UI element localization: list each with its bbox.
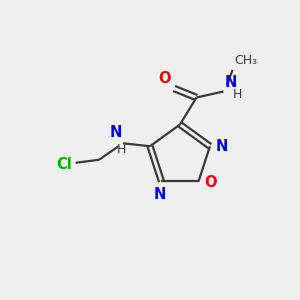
- Text: N: N: [154, 187, 166, 202]
- Text: N: N: [225, 75, 237, 90]
- Text: CH₃: CH₃: [234, 55, 257, 68]
- Text: N: N: [109, 125, 122, 140]
- Text: H: H: [232, 88, 242, 101]
- Text: O: O: [204, 176, 216, 190]
- Text: O: O: [158, 71, 170, 86]
- Text: N: N: [215, 139, 228, 154]
- Text: Cl: Cl: [56, 157, 72, 172]
- Text: H: H: [117, 143, 126, 156]
